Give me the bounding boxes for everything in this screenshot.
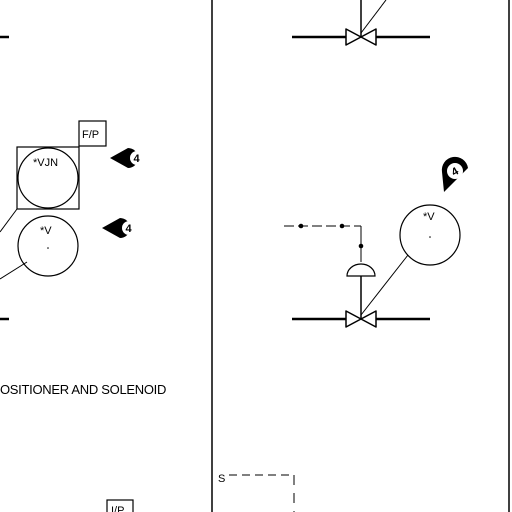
badge-shape (110, 148, 138, 168)
diagram-caption: OSITIONER AND SOLENOID (0, 382, 166, 397)
transducer-box (106, 499, 134, 512)
instrument-left-top: *VJN (16, 146, 80, 210)
solenoid: S (218, 473, 295, 512)
instrument-tag: *VJN (33, 157, 58, 169)
valve-body (345, 310, 377, 328)
instrument-tag: *V (423, 211, 435, 223)
signal-line-left (0, 208, 18, 233)
transducer-ip: I/P (106, 499, 134, 512)
instrument-tag: *V (40, 225, 52, 237)
instrument-right: *V (399, 204, 461, 266)
control-valve-bottom (292, 310, 430, 328)
signal-line (360, 0, 387, 34)
actuator-dome (346, 263, 376, 277)
badge-inner (130, 151, 144, 165)
signal-dot (339, 223, 345, 229)
badge-left-lower: 4 (102, 218, 136, 238)
signal-line-left-lower (0, 261, 28, 280)
instrument-square-frame (16, 146, 80, 210)
signal-line-right (360, 254, 409, 316)
badge-left-upper: 4 (110, 148, 144, 168)
control-valve-top (292, 0, 430, 46)
transducer-fp: F/P (78, 120, 107, 147)
badge-inner (122, 221, 136, 235)
badge-right: 4 (441, 156, 468, 192)
transducer-label: I/P (111, 505, 124, 512)
diaphragm-actuator (346, 263, 376, 319)
signal-dot (358, 243, 364, 249)
center-dot (429, 236, 431, 238)
badge-shape (102, 218, 130, 238)
signal-dot (298, 223, 304, 229)
badge-number: 4 (126, 223, 133, 235)
badge-inner (447, 163, 463, 179)
center-dot (47, 247, 49, 249)
instrument-left-bottom: *V (17, 215, 79, 277)
badge-number: 4 (134, 153, 141, 165)
solenoid-label: S (218, 473, 225, 485)
instrument-bubble (399, 204, 461, 266)
instrument-bubble (17, 215, 79, 277)
pneumatic-signal-line (284, 223, 364, 262)
instrument-bubble (17, 147, 79, 209)
transducer-box (78, 120, 107, 147)
transducer-label: F/P (82, 129, 99, 141)
